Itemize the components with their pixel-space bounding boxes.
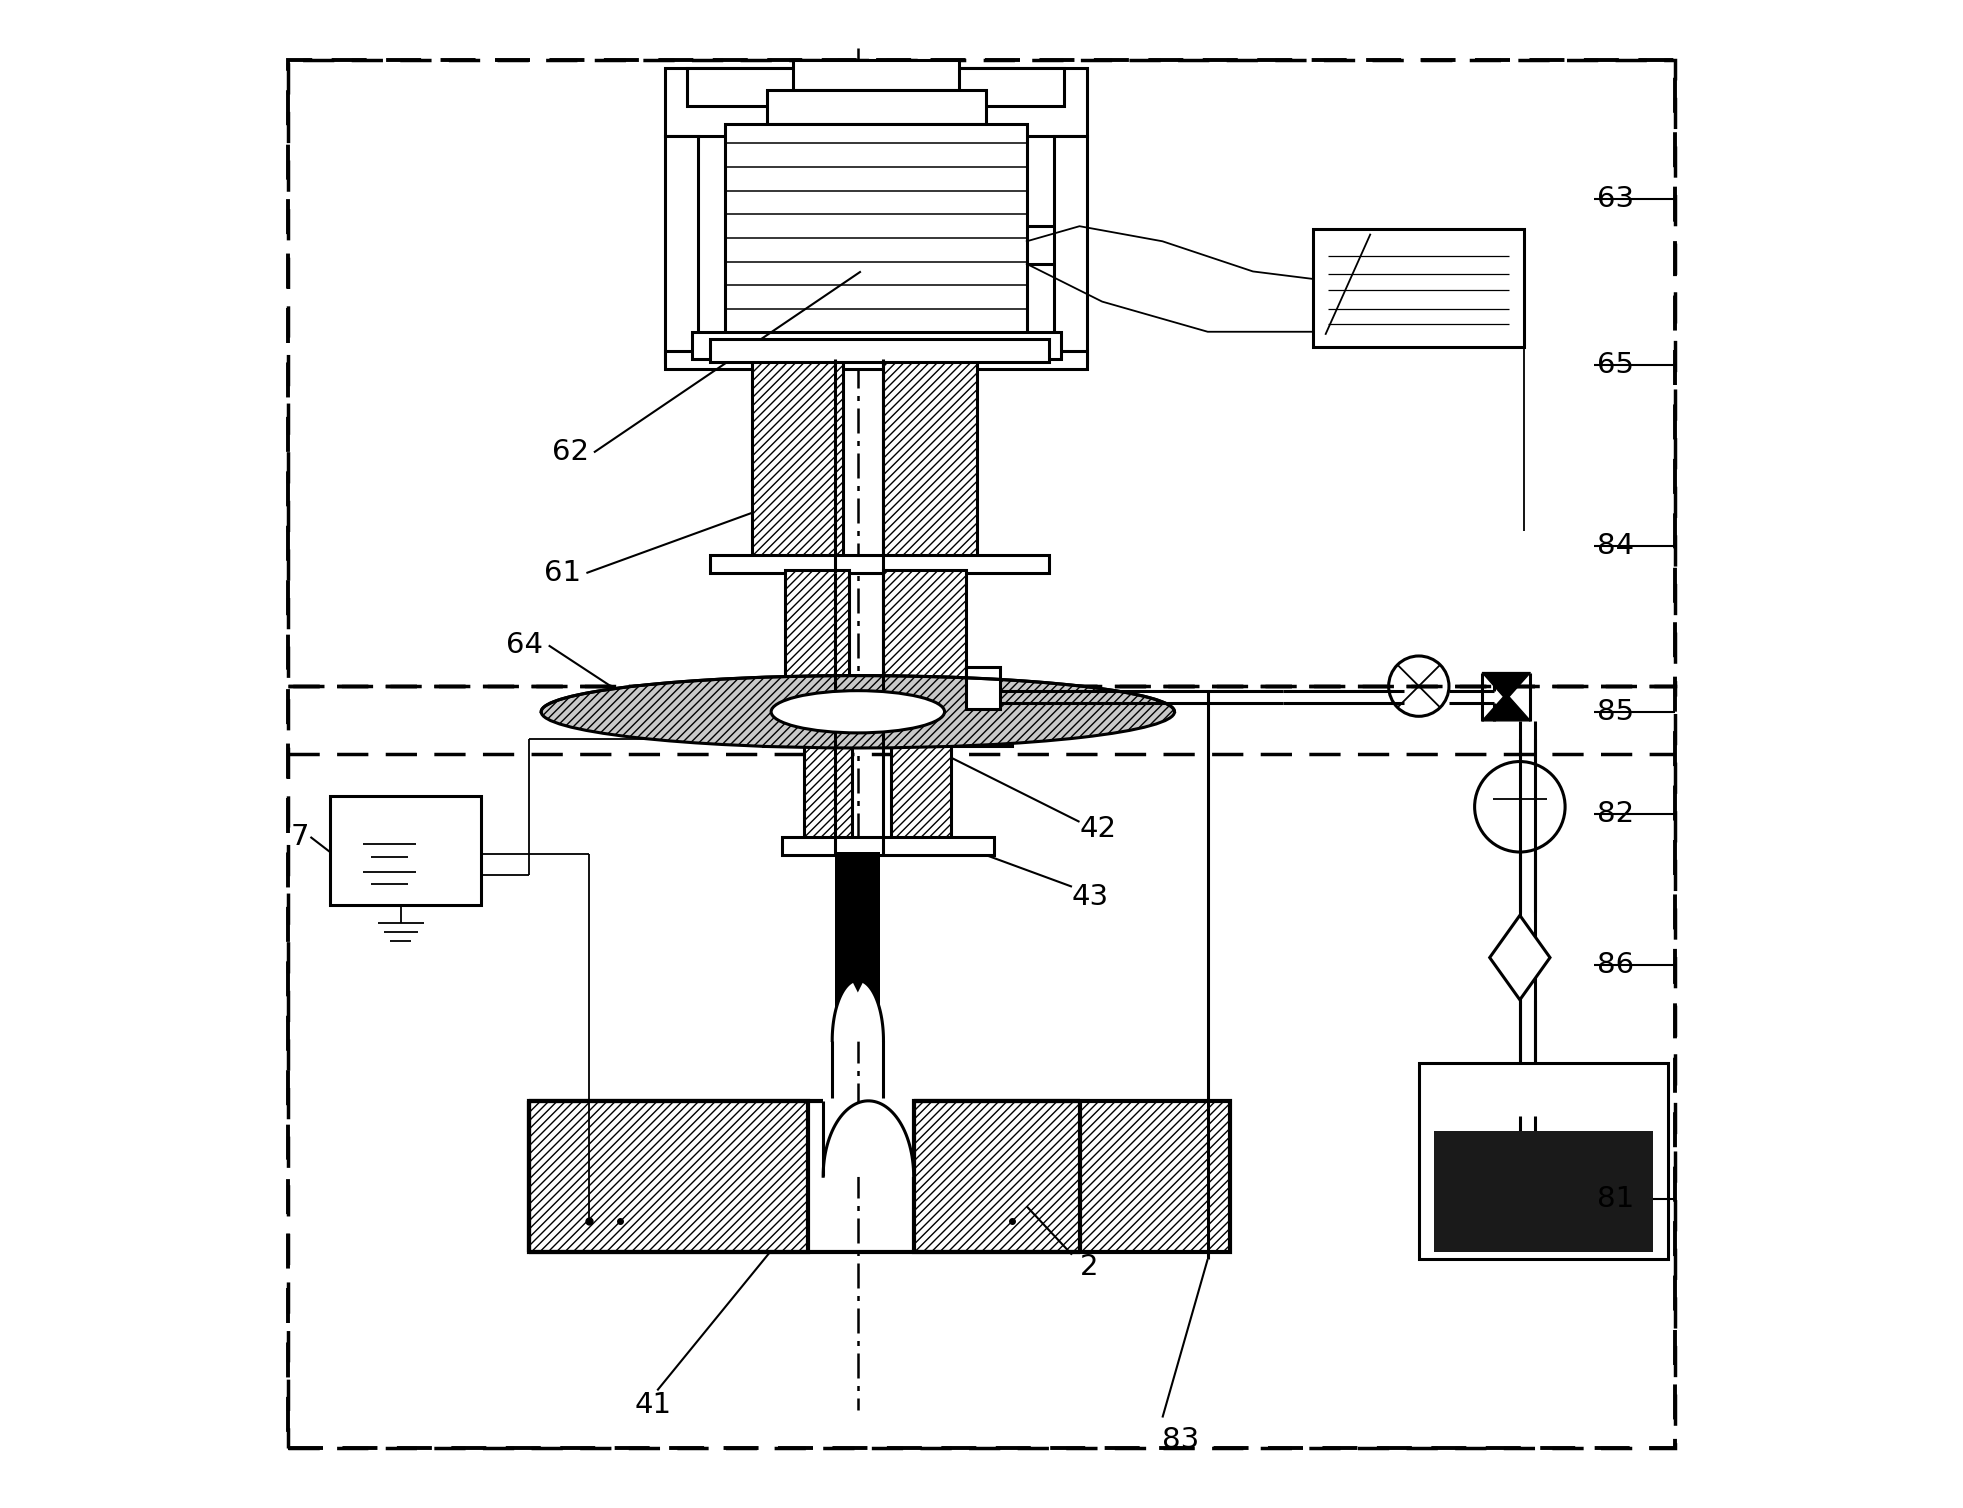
Bar: [783, 837, 993, 855]
Bar: [1054, 136, 1088, 362]
Bar: [289, 60, 1674, 686]
Bar: [785, 570, 848, 739]
Text: 65: 65: [1596, 351, 1633, 379]
Text: 85: 85: [1596, 698, 1633, 725]
Text: 83: 83: [1162, 1427, 1199, 1454]
Bar: [793, 60, 958, 90]
Bar: [752, 359, 842, 561]
Text: 43: 43: [1072, 884, 1109, 911]
Polygon shape: [832, 980, 883, 1041]
Bar: [883, 570, 966, 739]
Bar: [711, 339, 1050, 362]
Polygon shape: [1482, 673, 1531, 700]
Text: 7: 7: [291, 823, 310, 851]
Text: 86: 86: [1596, 952, 1633, 979]
Bar: [665, 136, 699, 362]
Bar: [687, 68, 1064, 106]
Text: 84: 84: [1596, 532, 1633, 559]
Bar: [834, 852, 881, 1041]
Bar: [665, 351, 1088, 369]
Ellipse shape: [771, 691, 944, 733]
Bar: [1419, 1063, 1669, 1259]
Bar: [764, 728, 1011, 746]
Bar: [966, 667, 999, 709]
Ellipse shape: [542, 676, 1174, 748]
Text: 81: 81: [1596, 1185, 1633, 1212]
Bar: [803, 742, 852, 844]
Text: 63: 63: [1596, 185, 1633, 213]
Bar: [768, 90, 985, 124]
Bar: [913, 1101, 1231, 1252]
Bar: [330, 796, 481, 905]
Polygon shape: [822, 1101, 913, 1176]
Bar: [289, 686, 1674, 1448]
Bar: [1433, 1131, 1653, 1252]
Text: 61: 61: [544, 559, 581, 587]
Text: 64: 64: [506, 632, 544, 659]
Bar: [891, 742, 952, 844]
Bar: [693, 332, 1062, 359]
Bar: [711, 555, 1050, 573]
Text: 41: 41: [634, 1392, 671, 1419]
Bar: [883, 359, 978, 561]
Bar: [530, 1101, 809, 1252]
Polygon shape: [1482, 694, 1531, 721]
Bar: [665, 68, 1088, 136]
Bar: [1313, 229, 1525, 347]
Text: 2: 2: [1080, 1253, 1097, 1280]
Text: 62: 62: [552, 439, 589, 466]
Text: 42: 42: [1080, 816, 1117, 843]
Text: 82: 82: [1596, 801, 1633, 828]
Polygon shape: [1490, 915, 1551, 1000]
Bar: [724, 124, 1027, 335]
